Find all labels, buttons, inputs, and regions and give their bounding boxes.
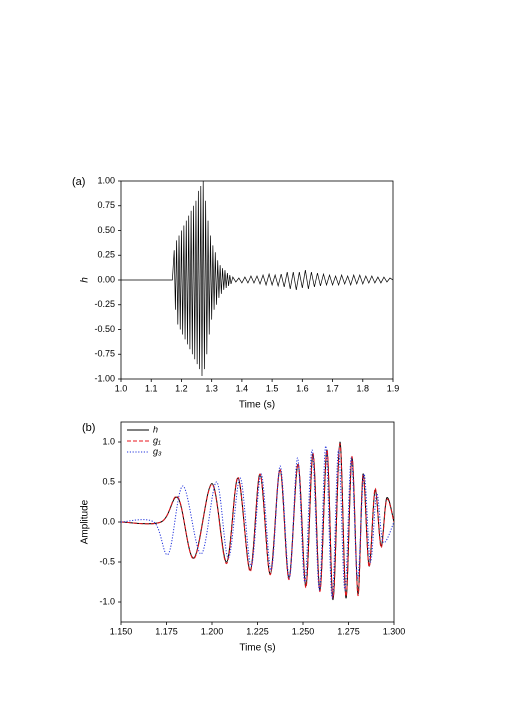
x-tick-label: 1.6 bbox=[296, 383, 309, 393]
y-tick-label: 0.0 bbox=[102, 516, 115, 526]
y-tick-label: -0.5 bbox=[99, 556, 115, 566]
x-tick-label: 1.150 bbox=[110, 626, 133, 636]
x-tick-label: 1.200 bbox=[201, 626, 224, 636]
y-tick-label: 0.00 bbox=[97, 274, 115, 284]
x-tick-label: 1.250 bbox=[292, 626, 315, 636]
x-tick-label: 1.300 bbox=[383, 626, 406, 636]
x-tick-label: 1.0 bbox=[115, 383, 128, 393]
x-axis-label: Time (s) bbox=[239, 400, 275, 411]
y-tick-label: 0.50 bbox=[97, 225, 115, 235]
x-tick-label: 1.275 bbox=[337, 626, 360, 636]
x-tick-label: 1.7 bbox=[326, 383, 339, 393]
x-axis-label: Time (s) bbox=[239, 643, 275, 654]
data-line bbox=[121, 181, 393, 377]
x-tick-label: 1.9 bbox=[387, 383, 400, 393]
x-tick-label: 1.2 bbox=[175, 383, 188, 393]
y-tick-label: 1.0 bbox=[102, 436, 115, 446]
x-tick-label: 1.4 bbox=[236, 383, 249, 393]
y-tick-label: 1.00 bbox=[97, 175, 115, 185]
x-tick-label: 1.175 bbox=[155, 626, 178, 636]
y-tick-label: 0.75 bbox=[97, 200, 115, 210]
legend-label: g₁ bbox=[153, 435, 161, 445]
y-axis-label: Amplitude bbox=[80, 499, 91, 544]
y-tick-label: 0.5 bbox=[102, 476, 115, 486]
x-tick-label: 1.5 bbox=[266, 383, 279, 393]
y-tick-label: -1.0 bbox=[99, 596, 115, 606]
panel-label: (a) bbox=[72, 176, 85, 188]
legend-label: h bbox=[153, 424, 158, 434]
data-line bbox=[121, 441, 394, 601]
y-tick-label: -0.50 bbox=[94, 324, 115, 334]
y-tick-label: -0.75 bbox=[94, 349, 115, 359]
data-line bbox=[121, 445, 394, 599]
x-tick-label: 1.225 bbox=[246, 626, 269, 636]
y-tick-label: 0.25 bbox=[97, 250, 115, 260]
y-tick-label: -0.25 bbox=[94, 299, 115, 309]
x-tick-label: 1.3 bbox=[205, 383, 218, 393]
panel-label: (b) bbox=[82, 422, 95, 434]
x-tick-label: 1.8 bbox=[357, 383, 370, 393]
y-tick-label: -1.00 bbox=[94, 373, 115, 383]
legend-label: g₃ bbox=[153, 446, 162, 456]
x-tick-label: 1.1 bbox=[145, 383, 158, 393]
y-axis-label: h bbox=[80, 277, 91, 283]
